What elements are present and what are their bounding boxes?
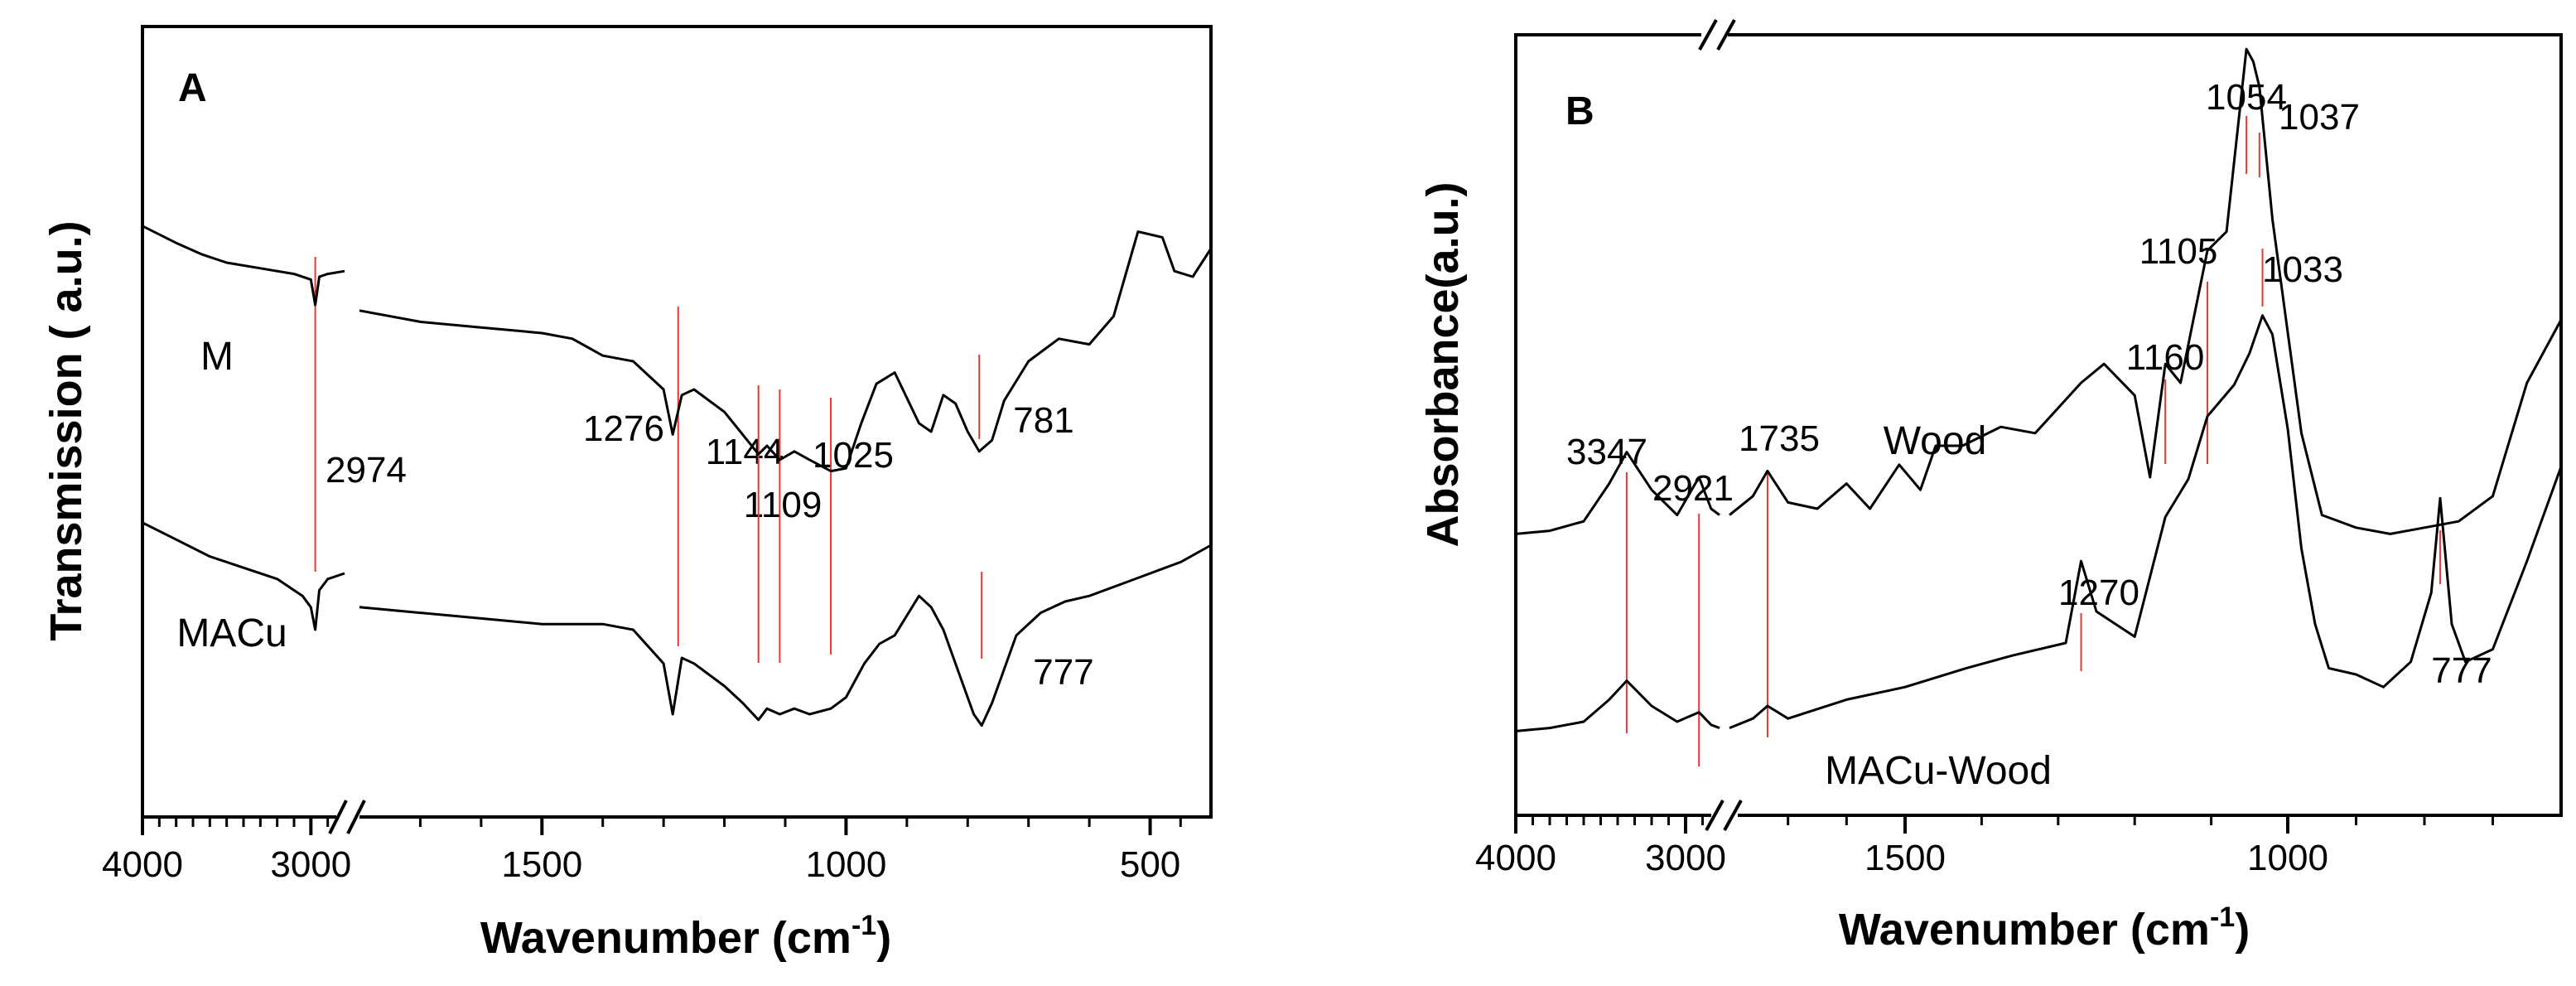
series-macu-line-1 [142, 521, 345, 631]
panel-a-series [142, 225, 1213, 727]
series-macu-wood-line-1 [1515, 679, 1720, 732]
annotation-3347: 3347 [1566, 432, 1647, 472]
annotation-1054: 1054 [2206, 77, 2287, 118]
panel-b-letter: B [1565, 89, 1594, 133]
x-tick-label-1000: 1000 [805, 844, 886, 885]
panel-b-series [1515, 47, 2563, 732]
x-tick-label-3000: 3000 [1645, 838, 1726, 878]
panel-b-axis-break-mark-top-2 [1716, 19, 1736, 51]
panel-b-x-axis-title: Wavenumber (cm-1) [1839, 901, 2250, 955]
x-tick-label-1000: 1000 [2247, 838, 2328, 878]
x-tick-label-4000: 4000 [1475, 838, 1556, 878]
panel-a-axis-break-mark-1 [328, 800, 348, 834]
panel-b: B Absorbance(a.u.) Wavenumber (cm-1) Woo… [1418, 19, 2563, 955]
series-label-macu-wood: MACu-Wood [1825, 749, 2052, 793]
annotation-1109: 1109 [744, 485, 822, 525]
panel-b-axis-break-mark-bottom-2 [1723, 800, 1743, 831]
annotation-781: 781 [1013, 400, 1073, 441]
annotation-777-b: 777 [2431, 650, 2492, 691]
panel-a-y-axis-title: Transmission ( a.u.) [41, 220, 91, 640]
panel-b-x-tick-labels: 4000 3000 1500 1000 [1475, 838, 2328, 878]
series-wood-line-2 [1729, 47, 2563, 535]
annotation-1270: 1270 [2058, 573, 2139, 613]
panel-b-y-axis-title: Absorbance(a.u.) [1418, 181, 1468, 547]
panel-a-letter: A [178, 66, 207, 110]
panel-b-axis-break-mark-bottom-1 [1705, 800, 1725, 831]
panel-a: A Transmission ( a.u.) Wavenumber (cm-1)… [41, 25, 1213, 963]
series-m-line-2 [359, 230, 1213, 473]
annotation-1025: 1025 [813, 435, 894, 476]
series-label-macu: MACu [176, 611, 287, 655]
annotation-1276: 1276 [583, 408, 664, 449]
x-tick-label-1500: 1500 [501, 844, 582, 885]
x-tick-label-1500: 1500 [1864, 838, 1946, 878]
panel-a-axis-break-mark-2 [346, 800, 366, 834]
x-tick-label-500: 500 [1120, 844, 1180, 885]
panel-a-x-tick-labels: 4000 3000 1500 1000 500 [102, 844, 1180, 885]
annotation-1037: 1037 [2279, 97, 2360, 138]
panel-b-ticks [1514, 815, 2494, 834]
annotation-1033: 1033 [2262, 249, 2343, 290]
panel-a-ticks [141, 817, 1182, 835]
panel-a-x-axis-title: Wavenumber (cm-1) [480, 910, 891, 963]
panel-a-peak-markers [314, 257, 983, 663]
series-macu-line-2 [359, 544, 1212, 727]
panel-b-frame [1514, 33, 2563, 817]
annotation-777: 777 [1033, 652, 1093, 693]
series-label-m: M [200, 335, 234, 379]
annotation-1735: 1735 [1739, 418, 1820, 459]
panel-a-frame [141, 25, 1213, 819]
series-macu-wood-line-2 [1729, 314, 2563, 729]
panel-b-axis-break-mark-top-1 [1698, 19, 1718, 51]
x-tick-label-4000: 4000 [102, 844, 183, 885]
x-tick-label-3000: 3000 [270, 844, 351, 885]
series-wood-line-1 [1515, 451, 1720, 535]
annotation-1105: 1105 [2139, 231, 2218, 272]
panel-b-peak-markers [1625, 116, 2441, 766]
annotation-2974: 2974 [326, 450, 407, 491]
series-m-line-1 [142, 225, 345, 307]
